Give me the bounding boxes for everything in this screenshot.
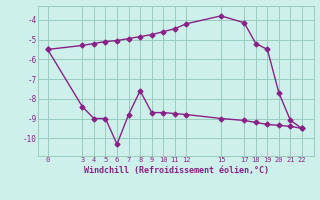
X-axis label: Windchill (Refroidissement éolien,°C): Windchill (Refroidissement éolien,°C) <box>84 166 268 175</box>
